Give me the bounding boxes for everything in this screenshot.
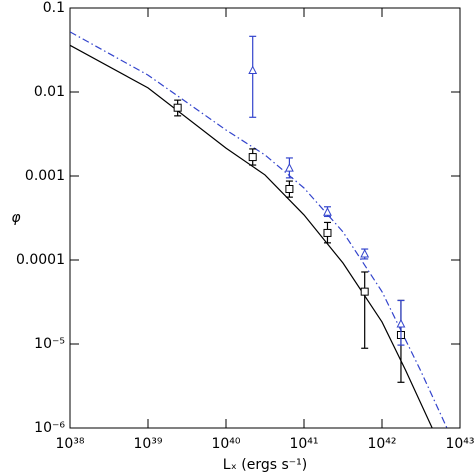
data-point [284,163,294,172]
data-point [248,65,258,75]
data-point [360,248,370,258]
y-tick-label: 0.0001 [16,252,65,268]
data-point [323,228,332,237]
model-curve [70,31,448,428]
x-tick-label: 10⁴⁰ [211,436,240,452]
data-point [248,153,257,162]
y-axis-label: φ [11,210,21,226]
data-point [323,207,332,216]
model-curve [70,44,433,428]
y-tick-label: 0.01 [34,84,65,100]
data-point [173,103,182,112]
x-axis-label: Lₓ (ergs s⁻¹) [223,457,307,473]
data-point [285,185,294,194]
x-tick-label: 10⁴² [367,436,396,452]
y-tick-label: 0.001 [25,168,65,184]
data-point [360,287,369,296]
data-point [396,318,406,328]
y-tick-label: 0.1 [43,0,65,16]
x-tick-label: 10⁴³ [445,436,474,452]
x-tick-label: 10³⁸ [55,436,84,452]
plot-area [70,31,448,428]
plot-frame [69,7,461,429]
x-tick-label: 10⁴¹ [289,436,318,452]
y-tick-label: 10⁻⁶ [34,420,65,436]
y-tick-label: 10⁻⁵ [34,336,65,352]
x-tick-label: 10³⁹ [133,436,162,452]
